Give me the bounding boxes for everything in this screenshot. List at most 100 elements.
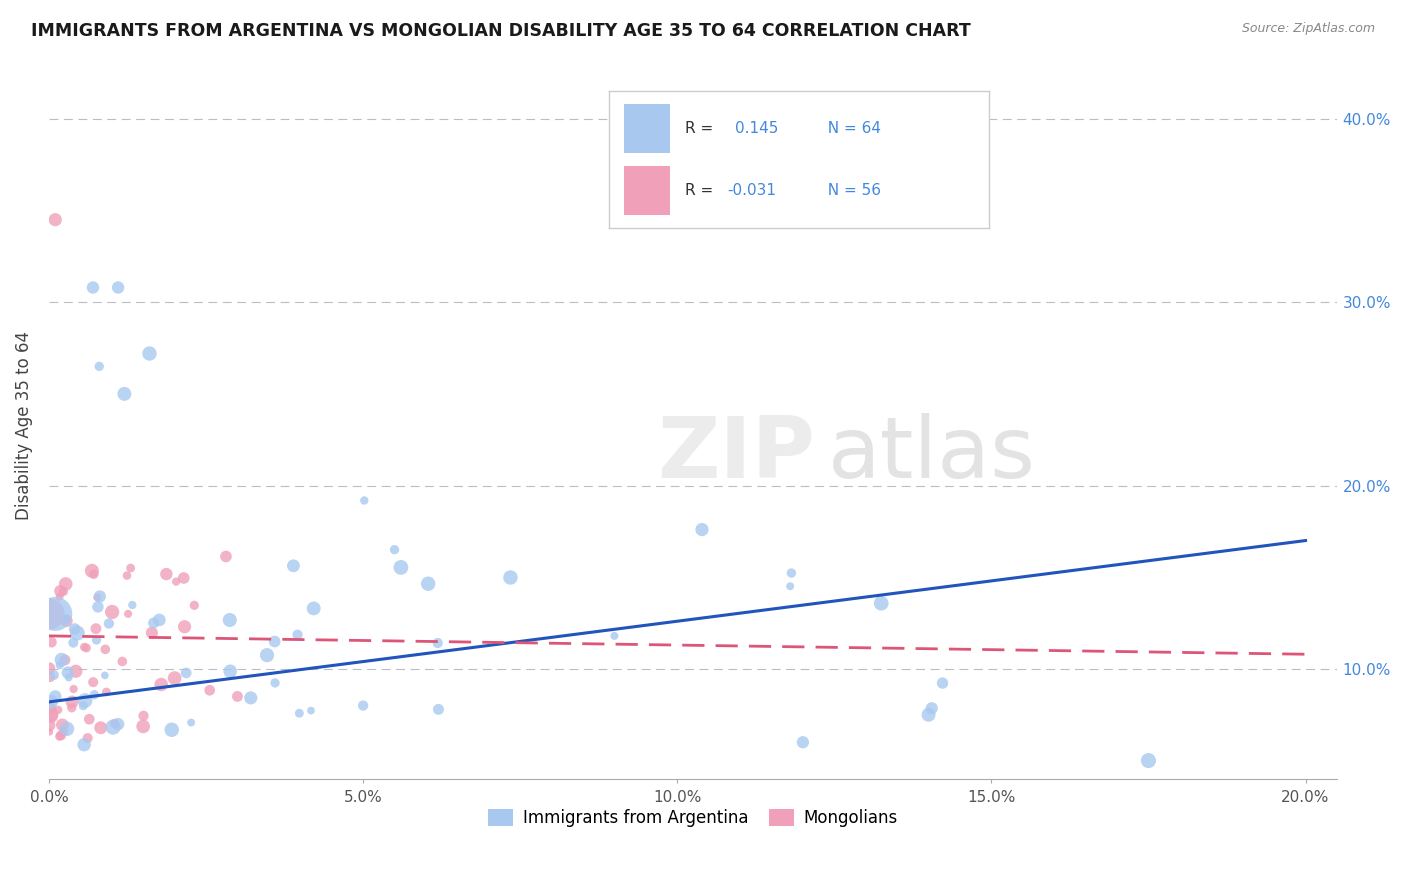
- Point: [73, 738, 96, 752]
- Point: [48, 658, 70, 673]
- Point: [779, 579, 801, 593]
- Point: [499, 570, 522, 584]
- Point: [302, 601, 325, 615]
- Point: [780, 566, 803, 580]
- Point: [180, 715, 202, 730]
- Point: [426, 636, 449, 650]
- Point: [173, 620, 195, 634]
- Point: [60, 701, 83, 715]
- Point: [287, 628, 309, 642]
- Point: [89, 590, 111, 604]
- Point: [160, 723, 183, 737]
- Point: [132, 708, 155, 723]
- Point: [58, 670, 80, 684]
- Point: [42, 668, 65, 682]
- Point: [82, 280, 104, 294]
- Point: [56, 722, 79, 736]
- Point: [44, 607, 66, 621]
- Point: [219, 665, 242, 679]
- Point: [52, 584, 75, 599]
- Point: [148, 613, 170, 627]
- Point: [384, 542, 406, 557]
- Point: [48, 590, 70, 604]
- Point: [142, 615, 165, 630]
- Point: [94, 642, 117, 657]
- Point: [174, 665, 197, 680]
- Point: [87, 599, 110, 614]
- Point: [183, 599, 205, 613]
- Point: [155, 567, 177, 582]
- Point: [117, 607, 139, 621]
- Point: [101, 605, 124, 619]
- Point: [256, 648, 278, 662]
- Point: [63, 622, 86, 636]
- Point: [352, 698, 374, 713]
- Point: [121, 598, 143, 612]
- Point: [39, 695, 62, 709]
- Point: [299, 704, 322, 718]
- Point: [264, 676, 287, 690]
- Point: [62, 681, 84, 696]
- Point: [239, 690, 262, 705]
- Point: [62, 636, 84, 650]
- Point: [111, 655, 134, 669]
- Point: [75, 693, 97, 707]
- Text: ZIP: ZIP: [658, 413, 815, 496]
- Point: [112, 387, 135, 401]
- Point: [83, 688, 105, 702]
- Point: [165, 574, 187, 589]
- Point: [53, 653, 76, 667]
- Point: [94, 668, 117, 682]
- Point: [96, 685, 118, 699]
- Point: [288, 706, 311, 721]
- Point: [931, 676, 953, 690]
- Point: [120, 561, 142, 575]
- Point: [101, 720, 124, 734]
- Point: [921, 701, 943, 715]
- Point: [86, 591, 108, 605]
- Point: [51, 728, 73, 742]
- Point: [917, 707, 939, 722]
- Point: [73, 640, 96, 654]
- Point: [389, 560, 412, 574]
- Point: [60, 695, 83, 709]
- Point: [792, 735, 814, 749]
- Point: [89, 359, 111, 374]
- Point: [55, 614, 77, 628]
- Point: [49, 584, 72, 599]
- Legend: Immigrants from Argentina, Mongolians: Immigrants from Argentina, Mongolians: [481, 803, 904, 834]
- Point: [173, 571, 195, 585]
- Point: [56, 665, 79, 680]
- Point: [41, 707, 63, 722]
- Point: [38, 718, 60, 732]
- Point: [218, 613, 240, 627]
- Point: [44, 212, 66, 227]
- Point: [46, 703, 69, 717]
- Point: [75, 640, 97, 655]
- Point: [83, 567, 105, 582]
- Point: [353, 493, 375, 508]
- Point: [141, 625, 163, 640]
- Point: [76, 731, 98, 745]
- Point: [427, 702, 450, 716]
- Point: [198, 683, 221, 698]
- Point: [80, 564, 103, 578]
- Point: [132, 719, 155, 733]
- Point: [55, 612, 77, 626]
- Point: [38, 724, 60, 739]
- Point: [72, 698, 94, 713]
- Point: [55, 577, 77, 591]
- Text: IMMIGRANTS FROM ARGENTINA VS MONGOLIAN DISABILITY AGE 35 TO 64 CORRELATION CHART: IMMIGRANTS FROM ARGENTINA VS MONGOLIAN D…: [31, 22, 970, 40]
- Point: [138, 346, 160, 360]
- Point: [51, 718, 73, 732]
- Point: [39, 670, 62, 684]
- Text: Source: ZipAtlas.com: Source: ZipAtlas.com: [1241, 22, 1375, 36]
- Point: [38, 607, 60, 621]
- Point: [690, 523, 713, 537]
- Point: [107, 717, 129, 731]
- Point: [103, 716, 125, 731]
- Point: [283, 558, 305, 573]
- Point: [86, 633, 108, 648]
- Point: [82, 675, 104, 690]
- Point: [97, 616, 120, 631]
